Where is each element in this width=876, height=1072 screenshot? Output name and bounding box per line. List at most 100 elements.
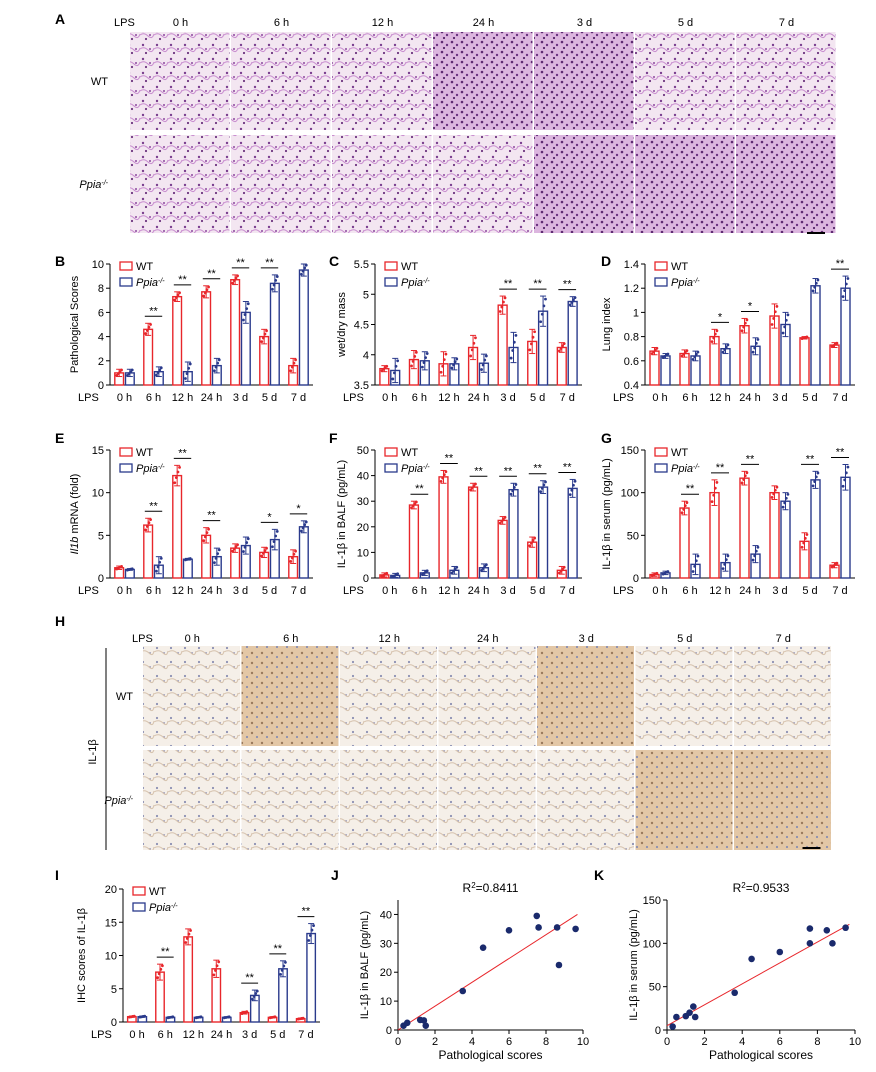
sample-point xyxy=(214,969,217,972)
sample-point xyxy=(742,325,746,329)
bar-ko xyxy=(567,300,578,386)
sample-point xyxy=(470,348,474,352)
r-squared-value: =0.8411 xyxy=(476,881,519,895)
sample-point xyxy=(156,565,160,569)
significance-label: ** xyxy=(836,447,845,459)
x-tick-label: 3 d xyxy=(500,392,515,404)
sample-point xyxy=(484,354,488,358)
sample-point xyxy=(202,539,206,543)
y-tick-label: 50 xyxy=(357,445,369,457)
sample-point xyxy=(265,329,268,333)
x-tick-label: 0 h xyxy=(652,392,667,404)
sample-point xyxy=(775,485,779,489)
significance-label: ** xyxy=(806,453,815,465)
significance-label: ** xyxy=(533,463,542,475)
sample-point xyxy=(155,373,158,377)
significance-label: ** xyxy=(563,279,572,291)
bar-wt xyxy=(172,295,183,386)
sample-point xyxy=(120,368,123,372)
x-tick-label: 6 xyxy=(506,1036,512,1048)
sample-point xyxy=(143,1014,147,1018)
timepoint-label: 0 h xyxy=(173,17,188,29)
sample-point xyxy=(303,523,307,527)
y-axis-label: IHC scores of IL-1β xyxy=(76,908,88,1003)
data-point xyxy=(829,940,836,947)
x-tick-label: 8 xyxy=(814,1036,820,1048)
sample-point xyxy=(800,545,804,549)
sample-point xyxy=(783,501,787,505)
sample-point xyxy=(726,343,730,347)
sample-point xyxy=(184,377,187,380)
sample-point xyxy=(260,554,264,558)
lps-label: LPS xyxy=(91,1029,112,1041)
timepoint-label: 7 d xyxy=(776,633,791,645)
x-tick-label: 7 d xyxy=(560,392,575,404)
sample-point xyxy=(130,567,134,571)
x-tick-label: 0 xyxy=(395,1036,401,1048)
significance-label: ** xyxy=(207,510,216,522)
bar-chart-F: 0 10 20 30 40 50 IL-1β in BALF (pg/mL) LPS 0 h 6 … xyxy=(336,445,582,597)
sample-point xyxy=(540,487,544,490)
sample-point xyxy=(570,488,574,492)
sample-point xyxy=(120,564,123,568)
bar-wt xyxy=(183,936,194,1023)
bar-wt xyxy=(143,328,154,386)
x-tick-label: 10 xyxy=(849,1036,861,1048)
y-tick-label: 0 xyxy=(655,1025,661,1037)
sample-point xyxy=(232,279,236,283)
sample-point xyxy=(500,305,504,309)
sample-point xyxy=(282,964,286,968)
sample-point xyxy=(260,340,264,344)
micrograph-image xyxy=(143,646,240,746)
sample-point xyxy=(292,361,296,365)
sample-point xyxy=(751,558,755,562)
y-tick-label: 5.5 xyxy=(354,259,369,271)
sample-point xyxy=(844,282,848,286)
sample-point xyxy=(391,377,395,381)
legend-swatch-ko xyxy=(384,277,398,287)
legend-swatch-wt xyxy=(119,447,133,457)
panel-letter-E: E xyxy=(55,430,64,446)
sample-point xyxy=(159,967,163,971)
legend-swatch-ko xyxy=(132,902,146,912)
sample-point xyxy=(713,486,717,490)
x-tick-label: 5 d xyxy=(262,585,277,597)
sample-point xyxy=(188,362,192,366)
row-label: WT xyxy=(116,691,133,703)
sample-point xyxy=(694,559,698,563)
sample-point xyxy=(655,571,659,575)
sample-point xyxy=(272,540,276,544)
bar-wt xyxy=(497,519,508,579)
sample-point xyxy=(213,561,216,565)
data-point xyxy=(806,940,814,947)
row-label: Ppia-/- xyxy=(79,179,108,191)
y-tick-label: 30 xyxy=(357,496,369,508)
bar-wt xyxy=(556,346,567,386)
lps-label: LPS xyxy=(114,17,135,29)
timepoint-label: 24 h xyxy=(477,633,498,645)
legend-swatch-ko xyxy=(384,463,398,473)
sample-point xyxy=(745,471,749,475)
micrograph-image xyxy=(635,646,733,746)
sample-point xyxy=(786,313,790,317)
sample-point xyxy=(271,287,274,291)
legend-label-ko: Ppia-/- xyxy=(136,277,165,289)
sample-point xyxy=(712,493,716,497)
sample-point xyxy=(694,352,698,356)
sample-point xyxy=(199,1015,203,1019)
superscript: -/- xyxy=(126,796,133,803)
sample-point xyxy=(385,571,389,575)
sample-point xyxy=(715,329,719,333)
x-tick-label: 5 d xyxy=(802,392,817,404)
x-tick-label: 8 xyxy=(543,1036,549,1048)
sample-point xyxy=(540,312,544,316)
micrograph-image xyxy=(534,32,634,130)
sample-point xyxy=(724,558,728,562)
sample-point xyxy=(217,358,221,362)
timepoint-label: 24 h xyxy=(473,17,494,29)
bar-ko xyxy=(298,269,309,386)
y-tick-label: 6 xyxy=(98,307,104,319)
sample-point xyxy=(844,471,848,475)
sample-point xyxy=(683,504,687,508)
sample-point xyxy=(783,325,787,329)
